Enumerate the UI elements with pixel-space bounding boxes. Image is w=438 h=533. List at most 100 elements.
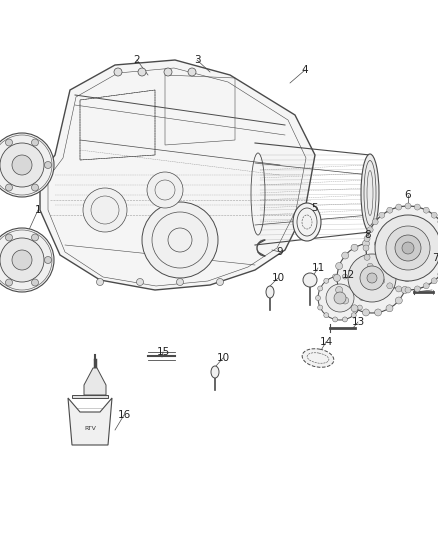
Circle shape <box>351 244 358 251</box>
Circle shape <box>142 202 218 278</box>
Circle shape <box>351 278 356 284</box>
Circle shape <box>188 68 196 76</box>
Circle shape <box>138 68 146 76</box>
Circle shape <box>6 234 13 241</box>
Circle shape <box>318 276 362 320</box>
Circle shape <box>374 309 381 316</box>
Circle shape <box>387 207 393 213</box>
Text: 8: 8 <box>365 230 371 240</box>
Circle shape <box>414 286 420 292</box>
Circle shape <box>32 139 39 146</box>
Circle shape <box>336 286 343 294</box>
Circle shape <box>405 287 411 293</box>
Circle shape <box>336 263 343 270</box>
Circle shape <box>326 284 354 312</box>
Circle shape <box>414 204 420 210</box>
Circle shape <box>364 236 370 241</box>
Polygon shape <box>84 368 106 395</box>
Circle shape <box>337 243 407 313</box>
Circle shape <box>401 286 408 294</box>
Text: 11: 11 <box>311 263 325 273</box>
Circle shape <box>348 254 396 302</box>
Ellipse shape <box>361 154 379 232</box>
Circle shape <box>402 242 414 254</box>
Circle shape <box>362 240 369 247</box>
Circle shape <box>0 133 54 197</box>
Circle shape <box>401 263 408 270</box>
Circle shape <box>333 274 340 281</box>
Text: 2: 2 <box>134 55 140 65</box>
Circle shape <box>0 143 44 187</box>
Circle shape <box>375 215 438 281</box>
Text: 3: 3 <box>194 55 200 65</box>
Circle shape <box>324 313 329 318</box>
Circle shape <box>395 235 421 261</box>
Polygon shape <box>40 60 315 290</box>
Circle shape <box>6 184 13 191</box>
Text: 5: 5 <box>312 203 318 213</box>
Text: 1: 1 <box>35 205 41 215</box>
Ellipse shape <box>302 349 334 367</box>
Text: 4: 4 <box>302 65 308 75</box>
Circle shape <box>379 278 385 284</box>
Polygon shape <box>68 398 112 445</box>
Circle shape <box>177 279 184 286</box>
Circle shape <box>334 292 346 304</box>
Circle shape <box>303 273 317 287</box>
Ellipse shape <box>266 286 274 298</box>
Circle shape <box>357 305 362 310</box>
Circle shape <box>366 206 438 290</box>
Circle shape <box>374 240 381 247</box>
Circle shape <box>96 279 103 286</box>
Circle shape <box>372 271 378 277</box>
Circle shape <box>364 254 370 260</box>
Circle shape <box>32 184 39 191</box>
Circle shape <box>45 256 52 263</box>
Text: 10: 10 <box>272 273 285 283</box>
Circle shape <box>367 273 377 283</box>
Circle shape <box>164 68 172 76</box>
Circle shape <box>396 286 402 292</box>
Circle shape <box>351 305 358 312</box>
Circle shape <box>45 161 52 168</box>
Circle shape <box>423 283 429 289</box>
Circle shape <box>386 305 393 312</box>
Circle shape <box>423 207 429 213</box>
Circle shape <box>147 172 183 208</box>
Circle shape <box>216 279 223 286</box>
Circle shape <box>343 274 347 279</box>
Circle shape <box>114 68 122 76</box>
Text: 12: 12 <box>341 270 355 280</box>
Circle shape <box>6 279 13 286</box>
Circle shape <box>12 155 32 175</box>
Circle shape <box>403 274 410 281</box>
Circle shape <box>396 252 403 259</box>
Circle shape <box>360 266 384 290</box>
Circle shape <box>367 227 373 233</box>
Text: 16: 16 <box>117 410 131 420</box>
Circle shape <box>387 283 393 289</box>
Circle shape <box>386 244 393 251</box>
Circle shape <box>0 228 54 292</box>
Circle shape <box>405 203 411 209</box>
Circle shape <box>83 188 127 232</box>
Circle shape <box>0 238 44 282</box>
Ellipse shape <box>293 203 321 241</box>
Text: 6: 6 <box>405 190 411 200</box>
Ellipse shape <box>211 366 219 378</box>
Circle shape <box>379 212 385 218</box>
Circle shape <box>357 286 362 291</box>
Circle shape <box>332 274 338 279</box>
Text: 14: 14 <box>319 337 332 347</box>
Circle shape <box>396 204 402 210</box>
Text: 7: 7 <box>432 253 438 263</box>
Circle shape <box>431 212 437 218</box>
Text: RTV: RTV <box>84 425 96 431</box>
Circle shape <box>372 219 378 225</box>
Circle shape <box>318 286 323 291</box>
Text: 15: 15 <box>156 347 170 357</box>
Circle shape <box>324 278 329 284</box>
Circle shape <box>12 250 32 270</box>
Circle shape <box>332 317 338 322</box>
Circle shape <box>32 279 39 286</box>
